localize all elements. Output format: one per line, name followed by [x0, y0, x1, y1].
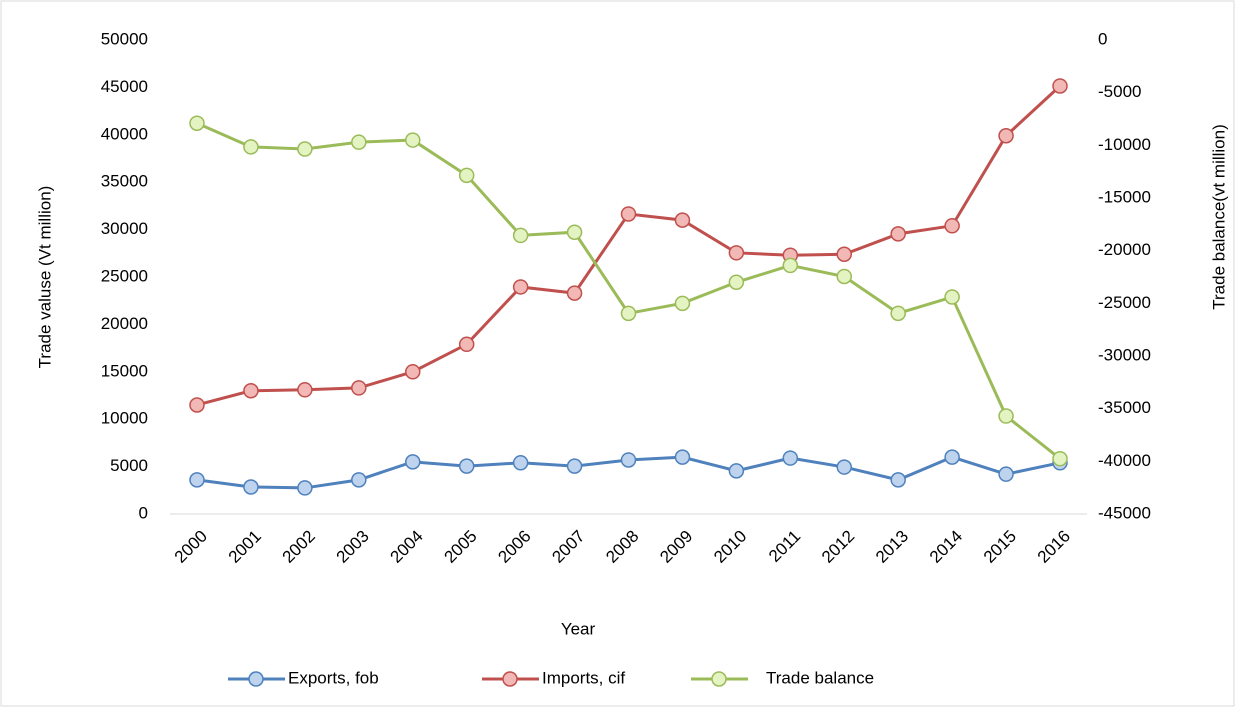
x-axis-title: Year [561, 619, 596, 638]
y-tick-label: 40000 [101, 124, 148, 143]
y2-tick-label: -15000 [1098, 187, 1151, 206]
y-tick-label: 25000 [101, 266, 148, 285]
data-point [620, 206, 637, 222]
data-point [566, 458, 583, 474]
y-tick-label: 0 [139, 503, 148, 522]
data-point [351, 134, 367, 150]
data-point [566, 285, 583, 301]
y-axis-title: Trade valuse (Vt million) [35, 186, 54, 369]
legend-marker [248, 671, 264, 687]
legend-label: Imports, cif [542, 668, 625, 687]
data-point [836, 268, 852, 285]
data-point [243, 479, 259, 495]
data-point [782, 257, 799, 274]
data-point [297, 382, 313, 398]
data-point [351, 380, 367, 396]
data-point [890, 226, 906, 242]
data-point [351, 472, 367, 488]
data-point [189, 472, 205, 488]
data-point [890, 472, 906, 488]
y2-tick-label: -10000 [1098, 135, 1151, 154]
y2-tick-label: -35000 [1098, 398, 1151, 417]
data-point [189, 115, 205, 131]
data-point [836, 459, 852, 475]
y2-tick-label: -40000 [1098, 451, 1151, 470]
data-point [458, 458, 475, 474]
y-tick-label: 45000 [101, 77, 148, 96]
data-point [674, 449, 691, 465]
data-point [674, 212, 691, 228]
data-point [566, 224, 583, 240]
y2-tick-label: -25000 [1098, 293, 1151, 312]
y2-axis-title: Trade balance(vt million) [1209, 124, 1228, 310]
data-point [998, 408, 1014, 424]
legend-marker [711, 671, 727, 687]
data-point [944, 218, 960, 234]
legend-label: Trade balance [766, 668, 874, 687]
y-tick-label: 5000 [110, 456, 148, 475]
data-point [243, 139, 259, 155]
data-point [944, 289, 960, 305]
data-point [458, 167, 475, 184]
y2-tick-label: -30000 [1098, 345, 1151, 364]
y-tick-label: 30000 [101, 219, 148, 238]
y2-tick-label: 0 [1098, 29, 1107, 48]
data-point [405, 454, 421, 470]
data-point [728, 245, 745, 261]
data-point [728, 463, 745, 479]
chart-frame [0, 0, 1235, 707]
data-point [1052, 450, 1068, 467]
data-point [189, 397, 205, 413]
y-tick-label: 10000 [101, 409, 148, 428]
data-point [998, 466, 1014, 482]
data-point [728, 274, 745, 291]
data-point [405, 132, 421, 148]
data-point [512, 227, 529, 244]
data-point [243, 383, 259, 399]
data-point [297, 480, 313, 496]
data-point [890, 305, 906, 322]
data-point [297, 141, 313, 157]
y-tick-label: 50000 [101, 29, 148, 48]
data-point [782, 450, 799, 466]
data-point [512, 455, 529, 471]
y-tick-label: 20000 [101, 314, 148, 333]
data-point [512, 279, 529, 295]
y2-tick-label: -45000 [1098, 503, 1151, 522]
y2-tick-label: -20000 [1098, 240, 1151, 259]
data-point [620, 452, 637, 468]
data-point [458, 336, 475, 353]
data-point [944, 449, 960, 465]
y-tick-label: 15000 [101, 361, 148, 380]
legend-label: Exports, fob [288, 668, 379, 687]
y-tick-label: 35000 [101, 172, 148, 191]
data-point [998, 127, 1014, 144]
data-point [836, 246, 852, 262]
data-point [1052, 78, 1068, 94]
data-point [620, 305, 637, 322]
y2-tick-label: -5000 [1098, 82, 1141, 101]
data-point [674, 295, 691, 312]
data-point [405, 364, 421, 380]
legend-marker [502, 671, 518, 687]
